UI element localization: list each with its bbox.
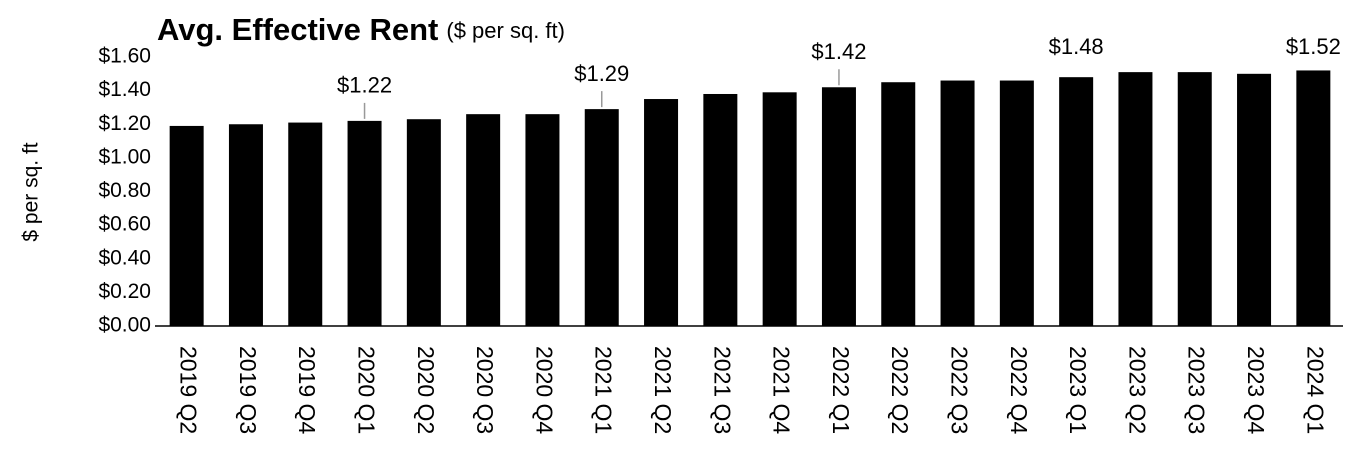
x-tick-label: 2022 Q4 [1006,346,1032,434]
x-tick-label: 2023 Q2 [1124,346,1150,434]
bar [999,80,1034,326]
x-tick-label: 2019 Q2 [176,346,202,434]
x-tick-label: 2020 Q3 [472,346,498,434]
y-tick-label: $1.60 [98,45,151,68]
x-tick-label: 2023 Q3 [1184,346,1210,434]
bar [1296,70,1331,326]
x-tick-label: 2019 Q3 [235,346,261,434]
x-tick-label: 2022 Q1 [828,346,854,434]
bar [466,114,501,326]
data-label: $1.42 [811,39,866,64]
bar [940,80,975,326]
x-tick-label: 2023 Q4 [1243,346,1269,434]
y-tick-label: $0.40 [98,246,151,269]
x-tick-label: 2020 Q1 [353,346,379,434]
x-tick-label: 2021 Q4 [769,346,795,434]
x-tick-label: 2022 Q2 [887,346,913,434]
bar [644,99,679,326]
bar [228,124,263,326]
subtitle: ($ per sq. ft) [446,18,565,43]
x-tick-label: 2021 Q3 [709,346,735,434]
bar [406,119,441,326]
y-tick-label: $1.40 [98,78,151,101]
bar [703,93,738,326]
chart-title: Avg. Effective Rent ($ per sq. ft) [157,12,565,47]
bar [762,92,797,327]
x-tick-label: 2022 Q3 [946,346,972,434]
title: Avg. Effective Rent [157,12,438,47]
bar [169,125,204,327]
y-tick-label: $1.00 [98,145,151,168]
data-label: $1.48 [1049,34,1104,59]
x-tick-label: 2019 Q4 [294,346,320,434]
y-tick-label: $0.20 [98,280,151,303]
y-tick-label: $0.80 [98,179,151,202]
x-tick-label: 2020 Q2 [413,346,439,434]
bar [347,120,382,326]
bar [288,122,323,326]
bar [821,87,856,326]
bar [584,109,619,327]
x-tick-label: 2020 Q4 [531,346,557,434]
bar [525,114,560,326]
data-label: $1.52 [1286,34,1341,59]
bar [1059,77,1094,326]
x-tick-label: 2023 Q1 [1065,346,1091,434]
x-tick-label: 2021 Q1 [591,346,617,434]
data-label: $1.22 [337,73,392,98]
bar [881,82,916,326]
x-tick-label: 2021 Q2 [650,346,676,434]
bar [1177,72,1212,326]
data-label: $1.29 [574,61,629,86]
y-axis-label: $ per sq. ft [20,142,43,241]
x-tick-label: 2024 Q1 [1302,346,1328,434]
bar [1118,72,1153,326]
y-tick-label: $1.20 [98,112,151,135]
bar [1237,73,1272,326]
y-tick-label: $0.00 [98,314,151,337]
y-tick-label: $0.60 [98,213,151,236]
